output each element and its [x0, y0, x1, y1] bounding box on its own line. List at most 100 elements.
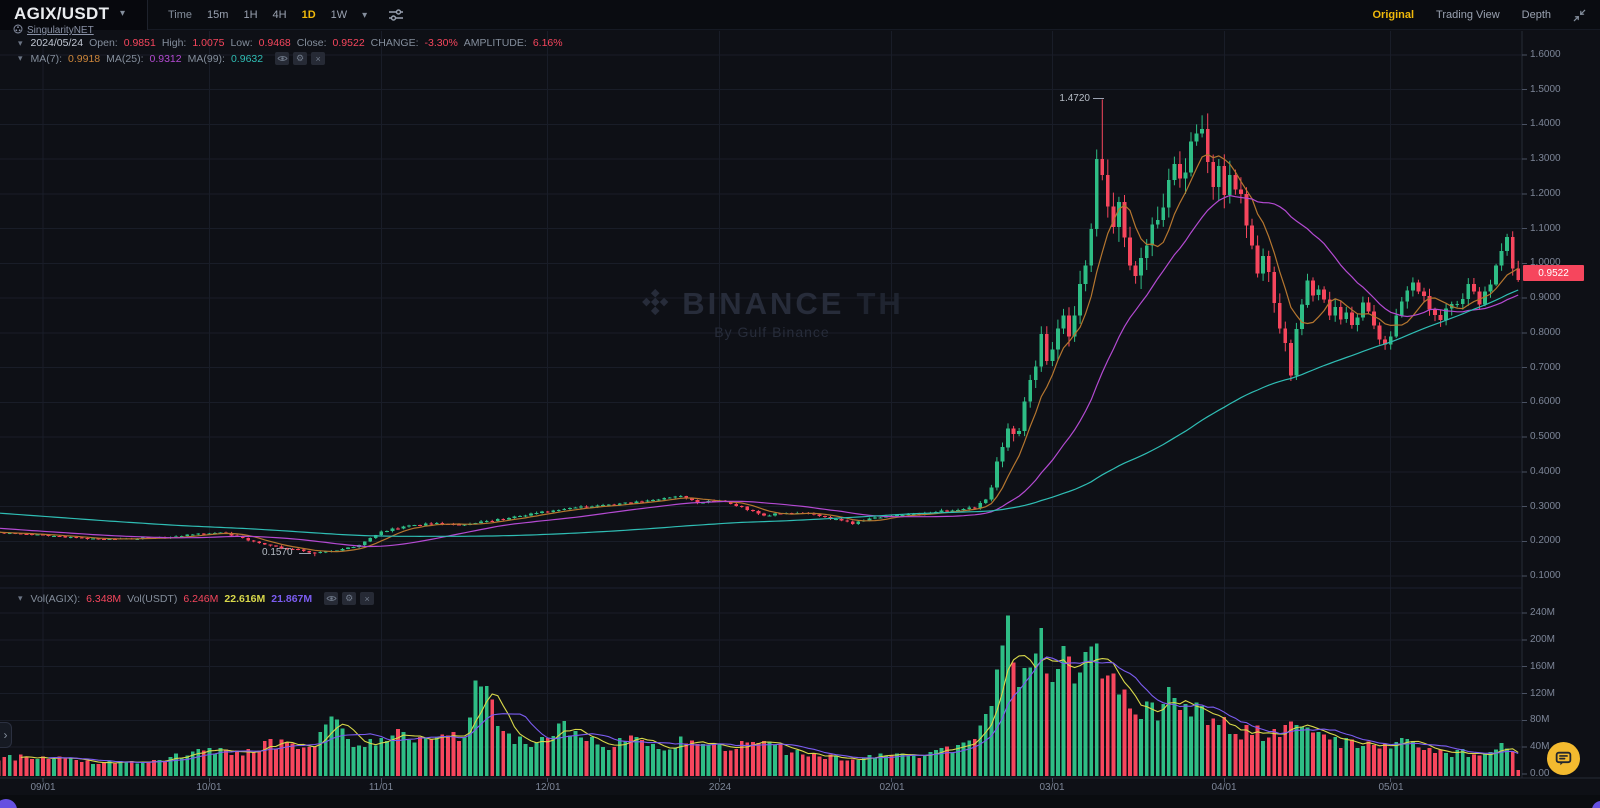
volume-tick: 240M — [1530, 607, 1556, 618]
ma-collapse-caret-icon[interactable]: ▾ — [18, 53, 23, 63]
volume-controls: ⚙ × — [324, 592, 375, 605]
change-value: -3.30% — [424, 37, 458, 49]
singularitynet-icon — [13, 24, 23, 37]
timeframe-4h[interactable]: 4H — [272, 9, 287, 21]
volume-tick: 160M — [1530, 661, 1556, 672]
close-value: 0.9522 — [332, 37, 365, 49]
tab-depth[interactable]: Depth — [1521, 9, 1551, 21]
low-annotation: 0.1570 — [262, 547, 293, 558]
volume-tick: 80M — [1530, 714, 1550, 725]
price-tick: 1.5000 — [1530, 84, 1561, 95]
close-label: Close: — [296, 37, 327, 49]
ma25-value: 0.9312 — [149, 52, 182, 65]
volume-tick: 40M — [1530, 741, 1550, 752]
open-value: 0.9851 — [123, 37, 156, 49]
high-value: 1.0075 — [192, 37, 225, 49]
time-tick: 2024 — [708, 782, 732, 793]
top-bar — [0, 0, 1600, 30]
price-tick: 1.1000 — [1530, 223, 1561, 234]
low-value: 0.9468 — [258, 37, 291, 49]
time-tick: 10/01 — [196, 782, 222, 793]
ohlc-row: ▾ 2024/05/24 Open: 0.9851 High: 1.0075 L… — [18, 37, 563, 49]
price-tick: 0.3000 — [1530, 501, 1561, 512]
timeframe-1h[interactable]: 1H — [243, 9, 258, 21]
change-label: CHANGE: — [370, 37, 419, 49]
timeframe-15m[interactable]: 15m — [207, 9, 229, 21]
symbol-title[interactable]: AGIX/USDT — [14, 4, 110, 23]
close-icon[interactable]: × — [360, 592, 375, 605]
price-tick: 1.4000 — [1530, 118, 1561, 129]
volume-tick: 0.00 — [1530, 768, 1550, 779]
corner-widget-right[interactable] — [1592, 801, 1600, 808]
price-tick: 1.6000 — [1530, 49, 1561, 60]
timeframe-1d[interactable]: 1D — [301, 9, 316, 21]
indicator-settings-icon[interactable] — [388, 8, 404, 22]
price-tick: 0.7000 — [1530, 362, 1561, 373]
price-tick: 0.5000 — [1530, 431, 1561, 442]
ma25-label: MA(25): — [106, 52, 144, 65]
tab-original[interactable]: Original — [1372, 9, 1415, 21]
time-tick: 11/01 — [368, 782, 394, 793]
price-tick: 0.1000 — [1530, 570, 1561, 581]
token-name[interactable]: SingularityNET — [27, 25, 94, 36]
volume-tick: 120M — [1530, 688, 1556, 699]
ohlc-date: 2024/05/24 — [30, 37, 84, 49]
timeframe-label: Time — [168, 9, 193, 21]
ma99-value: 0.9632 — [230, 52, 264, 65]
time-tick: 12/01 — [535, 782, 561, 793]
vol-base-label: Vol(AGIX): — [30, 592, 81, 605]
time-tick: 04/01 — [1211, 782, 1237, 793]
high-annotation: 1.4720 — [1059, 93, 1090, 104]
symbol-block[interactable]: AGIX/USDT ▾ — [0, 0, 148, 30]
volume-row: ▾ Vol(AGIX): 6.348M Vol(USDT) 6.246M 22.… — [18, 592, 375, 605]
time-tick: 02/01 — [879, 782, 905, 793]
bottom-strip — [0, 795, 1600, 808]
eye-icon[interactable] — [324, 592, 339, 605]
ma-row: ▾ MA(7): 0.9918 MA(25): 0.9312 MA(99): 0… — [18, 52, 326, 65]
high-label: High: — [161, 37, 187, 49]
support-chat-button[interactable] — [1547, 742, 1580, 775]
close-icon[interactable]: × — [311, 52, 326, 65]
ohlc-collapse-caret-icon[interactable]: ▾ — [18, 37, 23, 48]
time-tick: 03/01 — [1039, 782, 1065, 793]
price-tick: 0.8000 — [1530, 327, 1561, 338]
chat-bubble-icon — [1554, 749, 1573, 768]
high-annotation-dash — [1093, 98, 1104, 99]
tab-trading-view[interactable]: Trading View — [1436, 9, 1500, 21]
volume-tick: 200M — [1530, 634, 1556, 645]
expand-panel-button[interactable]: › — [0, 722, 12, 748]
price-tick: 1.2000 — [1530, 188, 1561, 199]
vol-ma10-value: 21.867M — [271, 592, 313, 605]
time-tick: 09/01 — [30, 782, 56, 793]
price-tick: 0.9000 — [1530, 292, 1561, 303]
price-tick: 1.3000 — [1530, 153, 1561, 164]
collapse-icon[interactable] — [1573, 9, 1586, 22]
timeframe-more-caret-icon[interactable]: ▾ — [362, 9, 368, 21]
eye-icon[interactable] — [275, 52, 290, 65]
low-annotation-dash — [299, 553, 311, 554]
vol-ma5-value: 22.616M — [224, 592, 266, 605]
ma-controls: ⚙ × — [275, 52, 326, 65]
price-tick: 0.2000 — [1530, 535, 1561, 546]
ma7-label: MA(7): — [30, 52, 63, 65]
gear-icon[interactable]: ⚙ — [293, 52, 308, 65]
symbol-dropdown-caret-icon[interactable]: ▾ — [120, 8, 126, 19]
vol-quote-label: Vol(USDT) — [127, 592, 178, 605]
low-label: Low: — [230, 37, 253, 49]
timeframe-bar: Time 15m 1H 4H 1D 1W ▾ — [168, 0, 404, 30]
volume-collapse-caret-icon[interactable]: ▾ — [18, 593, 23, 603]
ma99-label: MA(99): — [187, 52, 225, 65]
vol-quote-value: 6.246M — [183, 592, 219, 605]
time-tick: 05/01 — [1378, 782, 1404, 793]
timeframe-1w[interactable]: 1W — [330, 9, 348, 21]
corner-widget-left[interactable] — [0, 799, 17, 808]
view-tabs: Original Trading View Depth — [1372, 0, 1586, 30]
token-link[interactable]: SingularityNET — [13, 24, 94, 37]
price-tick: 0.4000 — [1530, 466, 1561, 477]
amplitude-value: 6.16% — [532, 37, 563, 49]
open-label: Open: — [89, 37, 118, 49]
gear-icon[interactable]: ⚙ — [342, 592, 357, 605]
price-tick: 0.6000 — [1530, 396, 1561, 407]
last-price-badge: 0.9522 — [1523, 265, 1584, 281]
